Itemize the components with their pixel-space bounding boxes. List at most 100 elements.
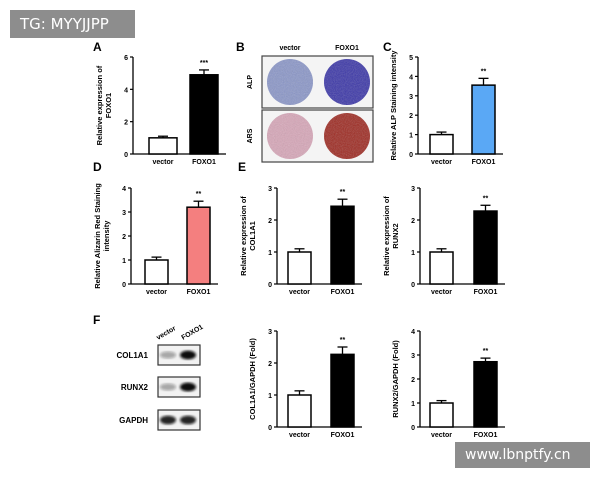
- y-tick-label: 4: [122, 186, 126, 193]
- bar-FOXO1: [189, 74, 219, 155]
- bar-FOXO1: [471, 84, 496, 155]
- y-tick-label: 1: [268, 393, 272, 400]
- chart-C: 0 1 2 3 4 5 vector FOXO1 ** Relative ALP Staining…: [389, 50, 503, 166]
- column-label: FOXO1: [181, 324, 205, 342]
- y-axis-label: RUNX2/GAPDH (Fold): [391, 340, 400, 418]
- significance-marker: **: [340, 337, 346, 344]
- y-tick-label: 0: [411, 425, 415, 432]
- panel-label-D: D: [93, 160, 102, 174]
- y-tick-label: 3: [122, 210, 126, 217]
- blot-row-label: GAPDH: [119, 416, 148, 425]
- bar-vector: [287, 394, 312, 428]
- x-tick-label: FOXO1: [331, 432, 355, 439]
- panel-label-B: B: [236, 40, 245, 54]
- column-label: vector: [156, 325, 178, 342]
- bar-vector: [144, 259, 169, 285]
- chart-E2: 0 1 2 3 vector FOXO1 ** Relative expression of R…: [382, 186, 505, 296]
- y-tick-label: 2: [268, 218, 272, 225]
- significance-marker: **: [481, 68, 487, 75]
- y-tick-label: 2: [411, 377, 415, 384]
- y-axis-label: Relative ALP Staining intensity: [389, 50, 398, 161]
- y-tick-label: 0: [268, 282, 272, 289]
- watermark-top-left: TG: MYYJJPP: [10, 10, 135, 38]
- panel-label-F: F: [93, 313, 100, 327]
- y-tick-label: 6: [124, 55, 128, 62]
- blot-band: [160, 351, 176, 359]
- x-tick-label: FOXO1: [187, 289, 211, 296]
- blot-box-COL1A1: [157, 344, 201, 366]
- y-tick-label: 4: [411, 329, 415, 336]
- y-tick-label: 2: [122, 234, 126, 241]
- significance-marker: **: [196, 191, 202, 198]
- bar-vector: [429, 402, 454, 428]
- blot-band: [160, 383, 176, 391]
- x-tick-label: FOXO1: [472, 159, 496, 166]
- y-tick-label: 4: [124, 87, 128, 94]
- y-tick-label: 0: [409, 152, 413, 159]
- blot-row-label: COL1A1: [116, 351, 148, 360]
- panel-label-C: C: [383, 40, 392, 54]
- bar-vector: [287, 251, 312, 285]
- y-tick-label: 1: [411, 401, 415, 408]
- y-tick-label: 1: [122, 258, 126, 265]
- blot-row-label: RUNX2: [121, 383, 149, 392]
- y-axis-label: RUNX2: [391, 223, 400, 248]
- y-axis-label: COL1A1: [248, 221, 257, 251]
- bar-FOXO1: [186, 206, 211, 285]
- bar-FOXO1: [473, 210, 498, 285]
- x-tick-label: FOXO1: [474, 432, 498, 439]
- x-tick-label: FOXO1: [474, 289, 498, 296]
- y-tick-label: 1: [411, 250, 415, 257]
- y-axis-label: intensity: [102, 220, 111, 252]
- bar-vector: [148, 137, 178, 155]
- x-tick-label: FOXO1: [331, 289, 355, 296]
- y-tick-label: 2: [411, 218, 415, 225]
- column-label: FOXO1: [335, 45, 359, 52]
- well-texture: [267, 59, 313, 105]
- chart-F1: 0 1 2 3 vector FOXO1 ** COL1A1/GAPDH (Fold): [248, 329, 362, 439]
- significance-marker: **: [340, 189, 346, 196]
- significance-marker: **: [483, 195, 489, 202]
- chart-A: 0 2 4 6 vector FOXO1 *** Relative expression of…: [95, 55, 226, 166]
- blot-band: [160, 415, 176, 425]
- y-tick-label: 3: [268, 186, 272, 193]
- row-label: ALP: [247, 75, 254, 89]
- row-label: ARS: [247, 128, 254, 143]
- y-axis-label: FOXO1: [104, 93, 113, 118]
- x-tick-label: vector: [431, 432, 452, 439]
- x-tick-label: vector: [152, 159, 173, 166]
- significance-marker: **: [483, 348, 489, 355]
- y-tick-label: 1: [268, 250, 272, 257]
- y-tick-label: 3: [411, 186, 415, 193]
- chart-D: 0 1 2 3 4 vector FOXO1 ** Relative Alizarin Red …: [93, 183, 218, 296]
- well-texture: [267, 113, 313, 159]
- y-axis-label: Relative expression of: [382, 196, 391, 276]
- y-axis-label: COL1A1/GAPDH (Fold): [248, 338, 257, 420]
- x-tick-label: vector: [146, 289, 167, 296]
- well-texture: [324, 113, 370, 159]
- chart-E1: 0 1 2 3 vector FOXO1 ** Relative expression of C…: [239, 186, 362, 296]
- blot-band: [180, 350, 196, 360]
- y-tick-label: 3: [409, 94, 413, 101]
- y-tick-label: 5: [409, 55, 413, 62]
- y-tick-label: 0: [122, 282, 126, 289]
- x-tick-label: vector: [289, 289, 310, 296]
- watermark-bottom-right: www.lbnptfy.cn: [455, 442, 590, 468]
- bar-FOXO1: [330, 353, 355, 428]
- chart-F2: 0 1 2 3 4 vector FOXO1 ** RUNX2/GAPDH (Fold): [391, 329, 505, 439]
- column-label: vector: [279, 45, 300, 52]
- y-tick-label: 3: [268, 329, 272, 336]
- bar-vector: [429, 251, 454, 285]
- blot-box-RUNX2: [157, 376, 201, 398]
- x-tick-label: FOXO1: [192, 159, 216, 166]
- y-axis-label: Relative expression of: [239, 196, 248, 276]
- significance-marker: ***: [200, 60, 208, 67]
- y-tick-label: 1: [409, 133, 413, 140]
- blot-band: [180, 415, 196, 425]
- x-tick-label: vector: [431, 289, 452, 296]
- y-axis-label: Relative expression of: [95, 65, 104, 145]
- bar-FOXO1: [330, 205, 355, 285]
- y-tick-label: 0: [124, 152, 128, 159]
- well-texture: [324, 59, 370, 105]
- panel-label-E: E: [238, 160, 246, 174]
